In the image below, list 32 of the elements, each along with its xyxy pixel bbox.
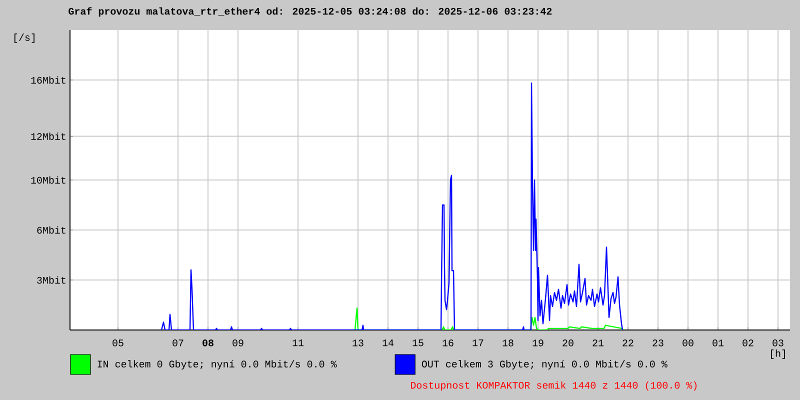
x-tick-label: 09 [232,340,244,346]
x-tick-label: 23 [652,340,664,346]
x-tick-label: 17 [472,340,484,346]
x-tick-label: 21 [592,340,604,346]
x-tick-label: 16 [442,340,454,346]
x-tick-label: 07 [172,340,184,346]
y-tick-label: 10Mbit [31,176,66,184]
y-tick-label: 3Mbit [37,276,66,284]
x-tick-label: 22 [622,340,634,346]
x-tick-label: 19 [532,340,544,346]
x-tick-label: 20 [562,340,574,346]
legend-label: IN celkem 0 Gbyte; nyní 0.0 Mbit/s 0.0 % [98,360,337,370]
x-tick-label: 03 [772,340,784,346]
x-tick-label: 11 [292,340,304,346]
x-tick-label: 05 [112,340,124,346]
x-axis-title: [h] [771,350,785,359]
y-tick-label: 16Mbit [31,76,66,84]
x-tick-label: 02 [742,340,754,346]
x-tick-label: 18 [502,340,514,346]
y-tick-label: 12Mbit [31,132,66,140]
x-tick-label: 15 [412,340,424,346]
y-axis-title: [/s] [14,34,34,43]
legend-label: OUT celkem 3 Gbyte; nyní 0.0 Mbit/s 0.0 % [422,360,668,370]
x-tick-label: 14 [382,340,394,346]
x-tick-label: 13 [352,340,364,346]
text: Dostupnost KOMPAKTOR semik 1440 z 1440 (100.0 %) [411,381,697,391]
chart-title: Graf provozu malatova_rtr_ether4 od: 2025-12-05 03:24:08 do: 2025-12-06 03:23:42 [68,7,552,17]
line-series [160,82,624,330]
x-tick-label: 08 [202,340,214,346]
x-tick-label: 00 [682,340,694,346]
x-tick-label: 01 [712,340,724,346]
y-tick-label: 6Mbit [37,226,66,234]
